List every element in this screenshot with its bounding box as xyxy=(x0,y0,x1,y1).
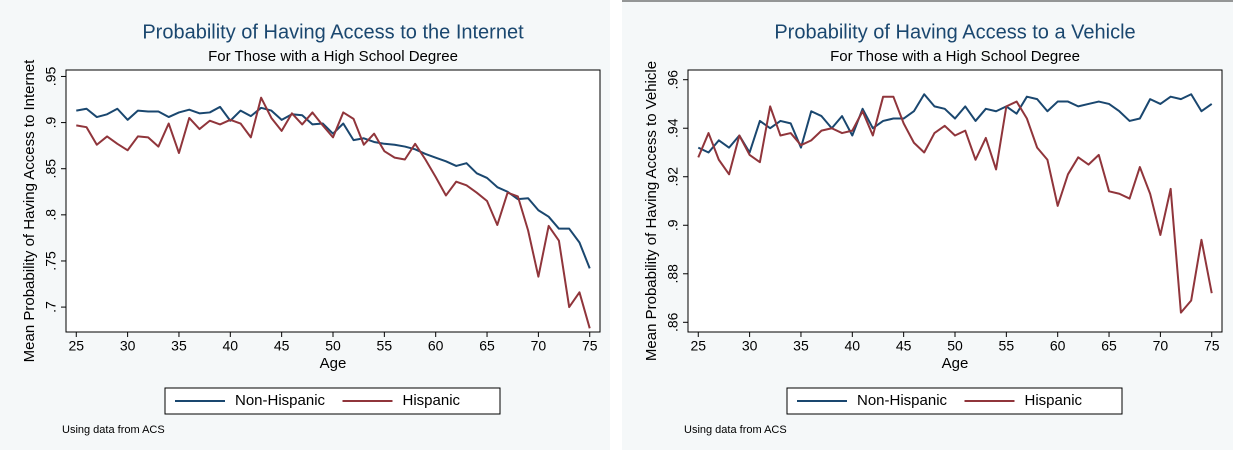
y-tick-label: .88 xyxy=(665,264,681,284)
y-tick-label: .8 xyxy=(43,209,59,221)
x-tick-label: 50 xyxy=(325,338,341,354)
data-line xyxy=(697,93,1213,154)
y-tick-label: .95 xyxy=(43,67,59,87)
x-tick-label: 50 xyxy=(947,338,963,354)
chart-title: Probability of Having Access to the Inte… xyxy=(142,21,524,43)
x-tick-label: 40 xyxy=(845,338,861,354)
note: Using data from ACS xyxy=(62,424,165,436)
x-tick-label: 70 xyxy=(531,338,547,354)
x-tick-label: 35 xyxy=(171,338,187,354)
x-tick-label: 25 xyxy=(690,338,706,354)
plot-area xyxy=(687,69,1223,333)
legend-label: Hispanic xyxy=(1025,392,1083,409)
legend-label: Hispanic xyxy=(403,392,461,409)
note: Using data from ACS xyxy=(684,424,787,436)
y-tick-label: .9 xyxy=(43,117,59,129)
x-tick-label: 45 xyxy=(274,338,290,354)
x-axis-label: Age xyxy=(320,355,347,372)
x-tick-label: 60 xyxy=(1050,338,1066,354)
x-tick-label: 60 xyxy=(428,338,444,354)
y-tick-label: .86 xyxy=(665,312,681,332)
x-tick-label: 75 xyxy=(1204,338,1220,354)
x-tick-label: 25 xyxy=(68,338,84,354)
y-axis-label: Mean Probability of Having Access to Int… xyxy=(21,59,38,362)
x-tick-label: 65 xyxy=(1101,338,1117,354)
data-line xyxy=(76,96,591,329)
legend-label: Non-Hispanic xyxy=(235,392,326,409)
y-tick-label: .92 xyxy=(665,167,681,187)
x-tick-label: 75 xyxy=(582,338,598,354)
x-tick-label: 45 xyxy=(896,338,912,354)
x-tick-label: 40 xyxy=(223,338,239,354)
x-tick-label: 30 xyxy=(742,338,758,354)
x-tick-label: 65 xyxy=(479,338,495,354)
x-tick-label: 30 xyxy=(120,338,136,354)
chart-subtitle: For Those with a High School Degree xyxy=(208,48,458,65)
x-tick-label: 55 xyxy=(999,338,1015,354)
y-axis-label: Mean Probability of Having Access to Veh… xyxy=(643,61,660,361)
x-tick-label: 55 xyxy=(377,338,393,354)
data-line xyxy=(697,95,1213,314)
y-tick-label: .85 xyxy=(43,159,59,179)
data-line xyxy=(76,105,591,269)
legend-label: Non-Hispanic xyxy=(857,392,948,409)
x-tick-label: 70 xyxy=(1153,338,1169,354)
x-axis-label: Age xyxy=(942,355,969,372)
x-tick-label: 35 xyxy=(793,338,809,354)
y-tick-label: .94 xyxy=(665,118,681,138)
chart-subtitle: For Those with a High School Degree xyxy=(830,48,1080,65)
chart-title: Probability of Having Access to a Vehicl… xyxy=(774,21,1135,43)
y-tick-label: .75 xyxy=(43,251,59,271)
y-tick-label: .7 xyxy=(43,301,59,313)
y-tick-label: .96 xyxy=(665,70,681,90)
y-tick-label: .9 xyxy=(665,219,681,231)
